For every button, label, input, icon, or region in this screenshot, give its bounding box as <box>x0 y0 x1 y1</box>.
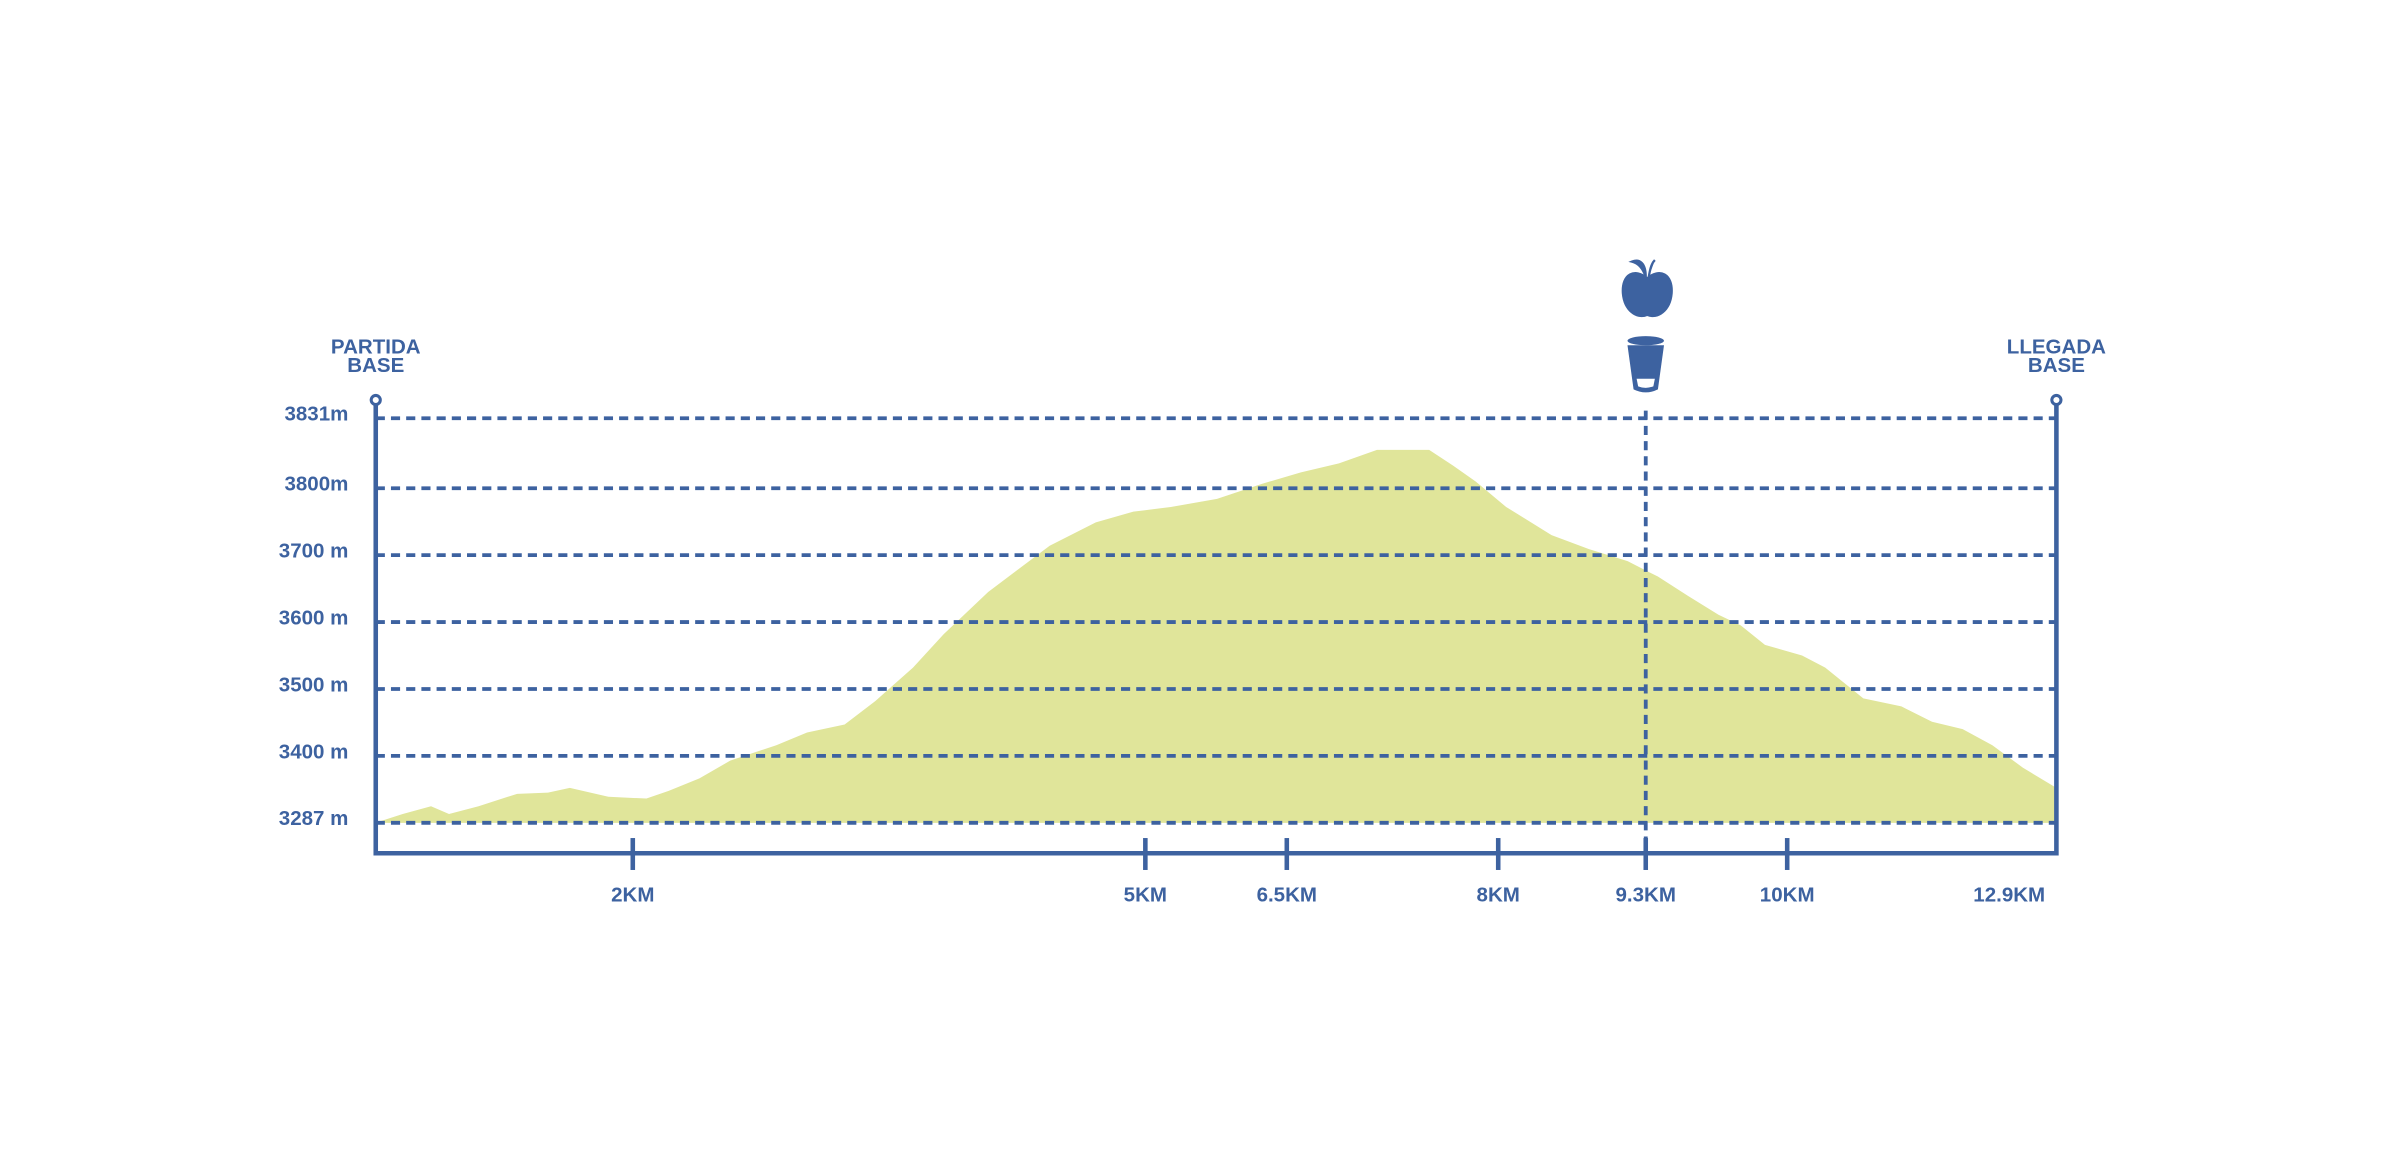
x-tick-label: 12.9KM <box>1973 883 2045 906</box>
x-tick-label: 9.3KM <box>1616 883 1676 906</box>
x-tick-label: 2KM <box>611 883 654 906</box>
cup-rim <box>1627 336 1664 346</box>
y-tick-label: 3287 m <box>279 807 349 830</box>
y-tick-label: 3400 m <box>279 740 349 763</box>
y-tick-label: 3700 m <box>279 540 349 563</box>
start-label: PARTIDA <box>331 336 421 359</box>
x-tick-label: 10KM <box>1760 883 1815 906</box>
cup-window <box>1636 378 1655 388</box>
elevation-area <box>380 449 2057 823</box>
y-tick-label: 3600 m <box>279 606 349 629</box>
end-label: LLEGADA <box>2007 336 2106 359</box>
start-marker <box>369 393 382 407</box>
y-tick-label: 3500 m <box>279 673 349 696</box>
y-tick-label: 3831m <box>284 403 348 426</box>
y-tick-label: 3800m <box>284 473 348 496</box>
apple-icon <box>1621 259 1673 318</box>
end-label: BASE <box>2028 354 2085 377</box>
x-tick-label: 8KM <box>1477 883 1520 906</box>
x-tick-label: 5KM <box>1124 883 1167 906</box>
x-tick-label: 6.5KM <box>1257 883 1317 906</box>
start-label: BASE <box>347 354 404 377</box>
axis-frame <box>373 404 2059 856</box>
cup-icon <box>1627 345 1664 393</box>
end-marker <box>2050 393 2063 407</box>
aid-icons <box>1621 259 1673 393</box>
